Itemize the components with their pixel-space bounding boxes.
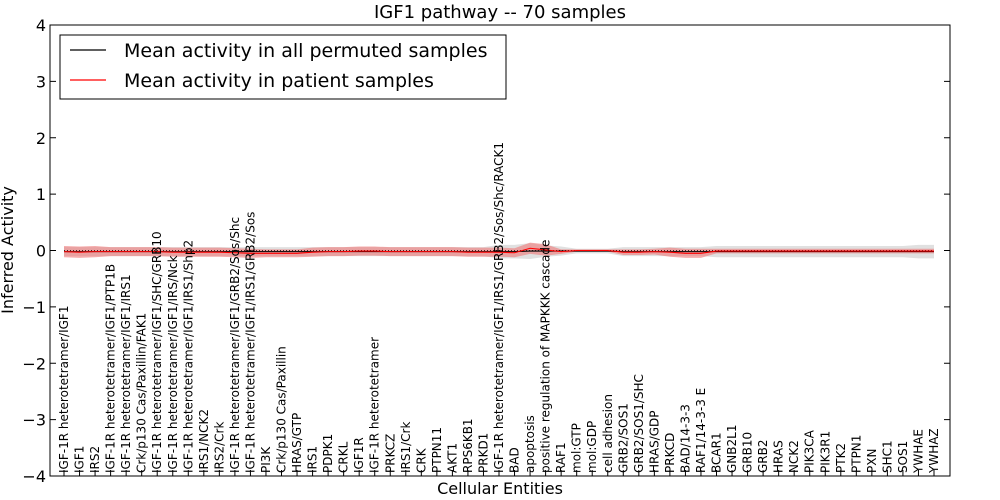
x-tick-label: BCAR1 xyxy=(710,432,724,473)
x-tick-label: IRS2/Crk xyxy=(212,422,226,473)
legend: Mean activity in all permuted samples Me… xyxy=(59,34,507,100)
legend-label-patient: Mean activity in patient samples xyxy=(124,70,434,92)
x-tick-label: HRAS/GDP xyxy=(647,410,661,473)
x-tick-label: IGF1 xyxy=(73,446,87,473)
x-tick-label: PTK2 xyxy=(834,443,848,473)
x-tick-label: PIK3CA xyxy=(803,429,817,473)
y-axis-label: Inferred Activity xyxy=(0,186,17,314)
x-tick-label: PRKCD xyxy=(663,433,677,473)
band-layer xyxy=(64,242,934,259)
x-tick-label: IGF-1R heterotetramer/IGF1/GRB2/Sos/Shc xyxy=(228,217,242,473)
x-tick-label: RAF1/14-3-3 E xyxy=(694,388,708,473)
x-tick-label: GRB2/SOS1/SHC xyxy=(632,374,646,473)
x-tick-label: IGF-1R heterotetramer/IGF1/PTP1B xyxy=(104,264,118,473)
y-tick-label: −4 xyxy=(22,467,46,486)
x-tick-label: BAD xyxy=(508,447,522,473)
x-tick-label: GRB10 xyxy=(741,432,755,473)
x-tick-label: IRS2 xyxy=(88,446,102,473)
x-tick-label: GRB2/SOS1 xyxy=(616,403,630,473)
x-tick-label: GRB2 xyxy=(756,439,770,473)
x-tick-label: PRKD1 xyxy=(476,433,490,473)
x-tick-label: HRAS xyxy=(772,440,786,473)
x-tick-label: positive regulation of MAPKKK cascade xyxy=(539,240,553,473)
x-tick-label: IGF-1R heterotetramer/IGF1/SHC/GRB10 xyxy=(150,231,164,473)
legend-label-permuted: Mean activity in all permuted samples xyxy=(124,40,487,62)
series-line-permuted xyxy=(64,250,934,253)
x-tick-label: IGF-1R heterotetramer/IGF1/IRS1/GRB2/Sos xyxy=(243,212,257,473)
x-tick-label: HRAS/GTP xyxy=(290,413,304,473)
x-tick-label: IGF-1R heterotetramer xyxy=(368,337,382,473)
y-tick-label: 2 xyxy=(36,129,46,148)
x-tick-label: AKT1 xyxy=(445,443,459,473)
x-tick-label: apoptosis xyxy=(523,415,537,473)
x-axis-label: Cellular Entities xyxy=(437,479,563,498)
x-tick-label: RAF1 xyxy=(554,442,568,473)
x-tick-label: YWHAZ xyxy=(927,428,941,474)
x-tick-label: CRKL xyxy=(337,441,351,473)
plot-frame xyxy=(49,24,951,477)
x-tick-label: IRS1/Crk xyxy=(399,422,413,473)
x-tick-label: GNB2L1 xyxy=(725,425,739,473)
x-tick-label: IGF1R xyxy=(352,437,366,473)
chart-title: IGF1 pathway -- 70 samples xyxy=(374,2,626,23)
y-tick-label: −1 xyxy=(22,298,46,317)
x-tick-label: PDPK1 xyxy=(321,434,335,473)
y-tick-label: −2 xyxy=(22,354,46,373)
x-tick-label: IGF-1R heterotetramer/IGF1/IRS/Nck xyxy=(166,255,180,473)
x-tick-label: IRS1 xyxy=(306,446,320,473)
x-tick-label: IGF-1R heterotetramer/IGF1/IRS1/GRB2/Sos… xyxy=(492,142,506,473)
x-tick-label: PTPN11 xyxy=(430,427,444,473)
x-tick-label: BAD/14-3-3 xyxy=(678,404,692,473)
y-tick-label: 1 xyxy=(36,185,46,204)
x-tick-label: Crk/p130 Cas/Paxillin xyxy=(275,346,289,473)
line-layer xyxy=(63,247,934,254)
x-tick-label: mol:GDP xyxy=(585,421,599,473)
x-tick-label: YWHAE xyxy=(911,429,925,474)
x-tick-label: IGF-1R heterotetramer/IGF1 xyxy=(57,306,71,473)
x-tick-label: PI3K xyxy=(259,446,273,473)
y-axis-ticks: −4 −3 −2 −1 0 1 2 3 4 xyxy=(22,16,950,486)
x-tick-label: PRKCZ xyxy=(383,434,397,473)
y-tick-label: −3 xyxy=(22,411,46,430)
x-tick-label: PIK3R1 xyxy=(818,431,832,473)
x-tick-label: RPS6KB1 xyxy=(461,418,475,473)
y-tick-label: 0 xyxy=(36,242,46,261)
x-tick-label: SOS1 xyxy=(896,441,910,473)
x-tick-label: Crk/p130 Cas/Paxillin/FAK1 xyxy=(135,313,149,473)
x-tick-label: mol:GTP xyxy=(570,423,584,473)
x-tick-label: NCK2 xyxy=(787,440,801,473)
legend-box xyxy=(59,34,507,100)
x-tick-label: IGF-1R heterotetramer/IGF1/IRS1 xyxy=(119,274,133,473)
x-tick-label: PXN xyxy=(865,449,879,473)
series-line-patient xyxy=(63,247,934,254)
x-tick-label: IGF-1R heterotetramer/IGF1/IRS1/Shp2 xyxy=(181,240,195,473)
y-tick-label: 4 xyxy=(36,16,46,35)
x-tick-label: CRK xyxy=(414,447,428,473)
y-tick-label: 3 xyxy=(36,72,46,91)
x-tick-label: PTPN1 xyxy=(849,435,863,473)
x-tick-label: IRS1/NCK2 xyxy=(197,409,211,473)
x-tick-label: cell adhesion xyxy=(601,394,615,473)
x-tick-label: SHC1 xyxy=(880,440,894,473)
x-axis-ticks: IGF-1R heterotetramer/IGF1 IGF1 IRS2 IGF-1R… xyxy=(57,142,941,476)
